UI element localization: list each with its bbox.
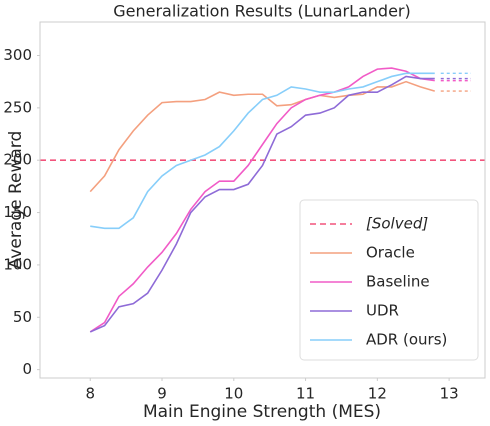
x-tick-label: 11 — [296, 385, 315, 403]
chart-title: Generalization Results (LunarLander) — [113, 2, 411, 21]
series-line — [89, 75, 435, 333]
y-tick-label: 250 — [3, 98, 32, 116]
plot-frame — [39, 21, 486, 379]
y-tick-label: 100 — [3, 255, 32, 273]
x-axis-label: Main Engine Strength (MES) — [143, 402, 381, 422]
y-tick-label: 50 — [13, 308, 32, 326]
legend-label: Oracle — [366, 244, 415, 262]
series-line — [90, 72, 435, 230]
x-tick-label: 8 — [85, 385, 95, 403]
legend-label: Baseline — [366, 273, 430, 291]
y-tick-label: 150 — [3, 203, 32, 221]
series-line — [89, 80, 435, 193]
y-tick-label: 0 — [22, 360, 32, 378]
y-tick-label: 300 — [3, 46, 32, 64]
legend-label: UDR — [366, 302, 399, 320]
y-axis-label: Average Reward — [6, 131, 26, 270]
series-line — [89, 67, 435, 333]
x-tick-label: 9 — [157, 385, 167, 403]
legend-label: ADR (ours) — [366, 331, 447, 349]
y-tick-label: 200 — [3, 151, 32, 169]
x-tick-label: 13 — [440, 385, 459, 403]
x-tick-label: 12 — [368, 385, 387, 403]
x-tick-label: 10 — [224, 385, 243, 403]
legend-box — [299, 199, 479, 361]
legend-label: [Solved] — [366, 215, 428, 233]
